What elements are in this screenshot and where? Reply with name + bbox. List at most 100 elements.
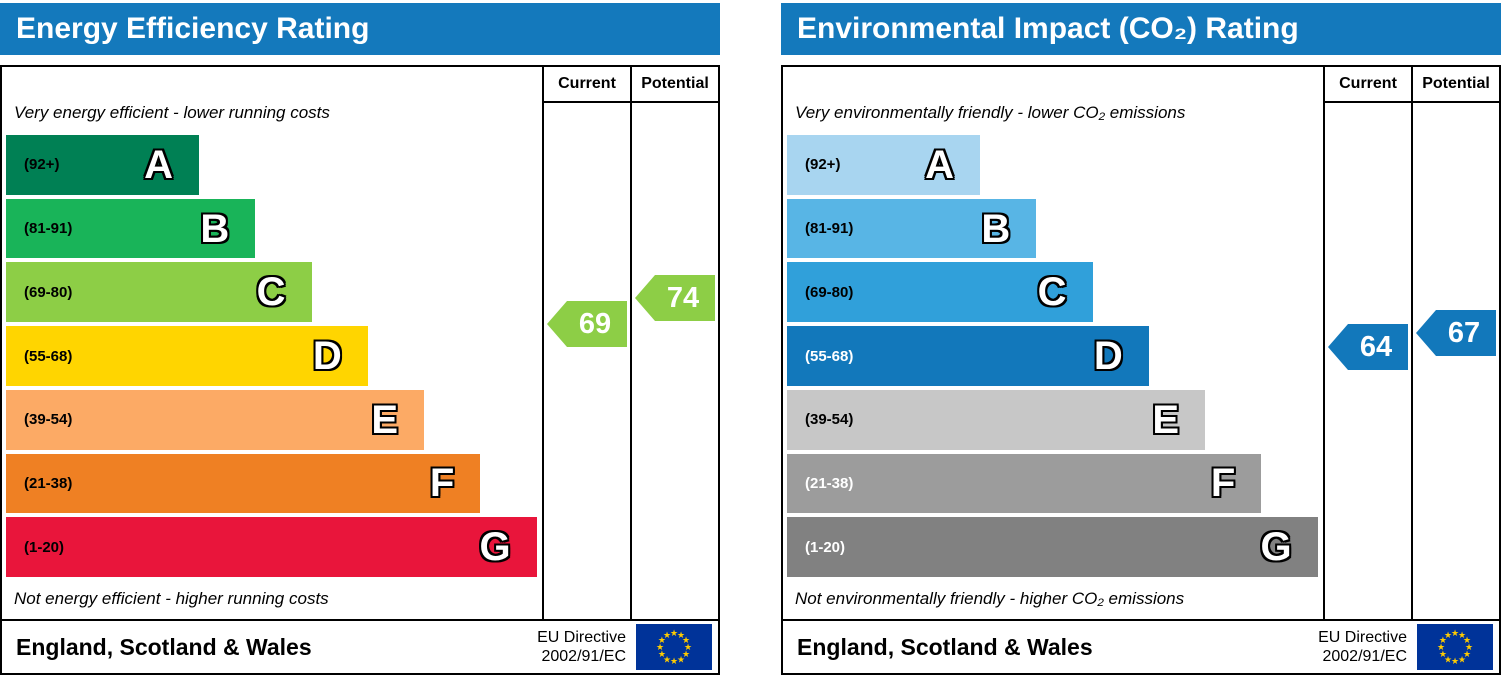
band-row-c: (69-80) C [2,260,542,324]
band-letter: B [200,206,230,251]
table-footer: England, Scotland & Wales EU Directive 2… [783,619,1499,673]
eu-directive-line1: EU Directive [537,628,626,646]
svg-text:★: ★ [682,650,690,660]
band-row-a: (92+) A [783,133,1323,197]
potential-rating-value: 67 [1447,316,1481,349]
svg-text:★: ★ [658,636,666,646]
eu-flag-icon: ★ ★ ★ ★ ★ ★ ★ ★ ★ ★ ★ ★ [636,624,712,670]
svg-text:★: ★ [1439,650,1447,660]
eu-directive-label: EU Directive 2002/91/EC [537,628,626,666]
current-rating-value: 69 [578,307,612,340]
potential-rating-arrow: 74 [635,275,715,321]
svg-text:★: ★ [682,636,690,646]
region-label: England, Scotland & Wales [16,633,312,660]
band-row-g: (1-20) G [2,515,542,579]
region-label: England, Scotland & Wales [797,633,1093,660]
band-row-g: (1-20) G [783,515,1323,579]
chart-title-bar: Environmental Impact (CO₂) Rating [781,3,1501,55]
eu-flag-icon: ★ ★ ★ ★ ★ ★ ★ ★ ★ ★ ★ ★ [1417,624,1493,670]
band-range-label: (69-80) [24,283,73,301]
band-range-label: (1-20) [24,538,65,556]
band-letter: E [1152,397,1180,442]
svg-text:★: ★ [1439,636,1447,646]
chart-title: Energy Efficiency Rating [16,12,370,45]
current-rating-arrow: 69 [547,301,627,347]
svg-text:★: ★ [658,650,666,660]
eu-directive-line2: 2002/91/EC [1322,648,1407,665]
top-note: Very energy efficient - lower running co… [14,103,330,122]
table-footer: England, Scotland & Wales EU Directive 2… [2,619,718,673]
band-range-label: (21-38) [805,474,854,492]
svg-text:★: ★ [677,631,685,641]
bands-area: Very energy efficient - lower running co… [2,67,542,619]
band-range-label: (39-54) [805,411,854,429]
band-letter: A [144,142,173,187]
svg-text:★: ★ [1463,650,1471,660]
band-letter: D [1093,334,1123,379]
band-range-label: (55-68) [24,347,73,365]
band-row-c: (69-80) C [783,260,1323,324]
potential-column-body: 67 [1413,103,1499,619]
svg-text:★: ★ [1465,643,1473,653]
band-letter: D [312,334,342,379]
band-bar-a: (92+) A [787,135,980,195]
svg-text:★: ★ [663,655,671,665]
band-range-label: (81-91) [805,220,854,238]
energy-efficiency-chart: Energy Efficiency Rating Very energy eff… [0,3,720,675]
eu-directive-line1: EU Directive [1318,628,1407,646]
current-column-header: Current [544,67,630,103]
potential-column: Potential 74 [630,67,718,619]
chart-title-bar: Energy Efficiency Rating [0,3,720,55]
svg-text:★: ★ [1444,631,1452,641]
svg-text:★: ★ [1458,631,1466,641]
band-row-f: (21-38) F [783,452,1323,516]
bands-area: Very environmentally friendly - lower CO… [783,67,1323,619]
band-range-label: (39-54) [24,411,73,429]
band-bar-b: (81-91) B [6,198,256,259]
band-bar-a: (92+) A [6,135,199,195]
band-bar-c: (69-80) C [6,262,312,323]
band-bar-e: (39-54) E [6,389,425,450]
svg-text:★: ★ [670,657,678,667]
current-column: Current 69 [542,67,630,619]
band-bar-f: (21-38) F [787,453,1262,514]
band-row-e: (39-54) E [2,388,542,452]
svg-text:★: ★ [1451,629,1459,639]
band-letter: A [925,142,954,187]
svg-text:★: ★ [1437,643,1445,653]
band-range-label: (55-68) [805,347,854,365]
bottom-note: Not environmentally friendly - higher CO… [795,589,1185,609]
eu-directive-label: EU Directive 2002/91/EC [1318,628,1407,666]
band-range-label: (92+) [805,156,841,174]
eu-directive-line2: 2002/91/EC [541,648,626,665]
band-bar-e: (39-54) E [787,389,1206,450]
band-bar-d: (55-68) D [787,326,1149,386]
band-range-label: (81-91) [24,220,73,238]
potential-rating-value: 74 [666,281,700,314]
band-range-label: (69-80) [805,283,854,301]
band-bar-g: (1-20) G [6,517,537,578]
band-row-d: (55-68) D [2,324,542,388]
band-letter: G [1260,525,1292,570]
band-row-b: (81-91) B [783,197,1323,261]
bottom-note: Not energy efficient - higher running co… [14,589,329,609]
band-range-label: (21-38) [24,474,73,492]
band-range-label: (92+) [24,156,60,174]
current-rating-value: 64 [1359,330,1393,363]
rating-table: Very environmentally friendly - lower CO… [781,65,1501,675]
potential-column: Potential 67 [1411,67,1499,619]
current-column-body: 64 [1325,103,1411,619]
svg-text:★: ★ [663,631,671,641]
svg-text:★: ★ [656,643,664,653]
band-letter: F [1210,461,1236,506]
band-letter: B [981,206,1011,251]
rating-table: Very energy efficient - lower running co… [0,65,720,675]
band-row-b: (81-91) B [2,197,542,261]
band-bar-f: (21-38) F [6,453,481,514]
band-bar-c: (69-80) C [787,262,1093,323]
potential-column-body: 74 [632,103,718,619]
current-column-header: Current [1325,67,1411,103]
svg-text:★: ★ [684,643,692,653]
band-letter: G [479,525,511,570]
svg-text:★: ★ [670,629,678,639]
